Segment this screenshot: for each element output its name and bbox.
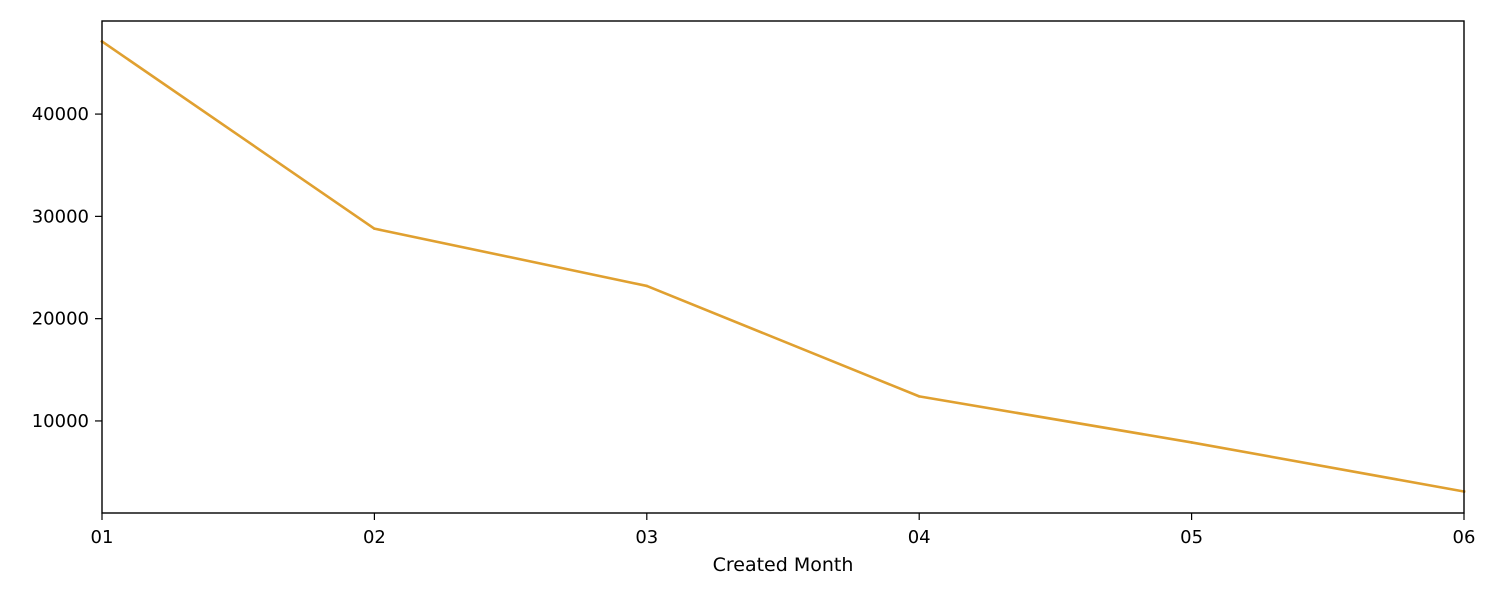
x-tick-label: 05 (1180, 527, 1203, 548)
x-tick-label: 03 (635, 527, 658, 548)
data-point (917, 395, 921, 398)
series-line (100, 39, 1466, 494)
x-tick-label: 02 (363, 527, 386, 548)
y-tick-label: 30000 (32, 206, 89, 227)
data-point (373, 227, 376, 230)
plot-area-background (102, 21, 1464, 513)
x-axis-title: Created Month (713, 554, 854, 576)
y-tick-label: 20000 (32, 309, 89, 330)
y-axis-ticks: 10000 20000 30000 40000 (32, 104, 102, 432)
plot-frame (101, 20, 1465, 514)
x-axis-ticks: 01 02 03 04 05 06 (91, 513, 1476, 548)
data-point (1190, 441, 1193, 444)
y-tick-label: 40000 (32, 104, 89, 125)
x-tick-label: 04 (908, 527, 931, 548)
data-point (645, 284, 649, 288)
x-tick-label: 01 (91, 527, 114, 548)
y-tick-label: 10000 (32, 411, 89, 432)
x-tick-label: 06 (1453, 527, 1476, 548)
